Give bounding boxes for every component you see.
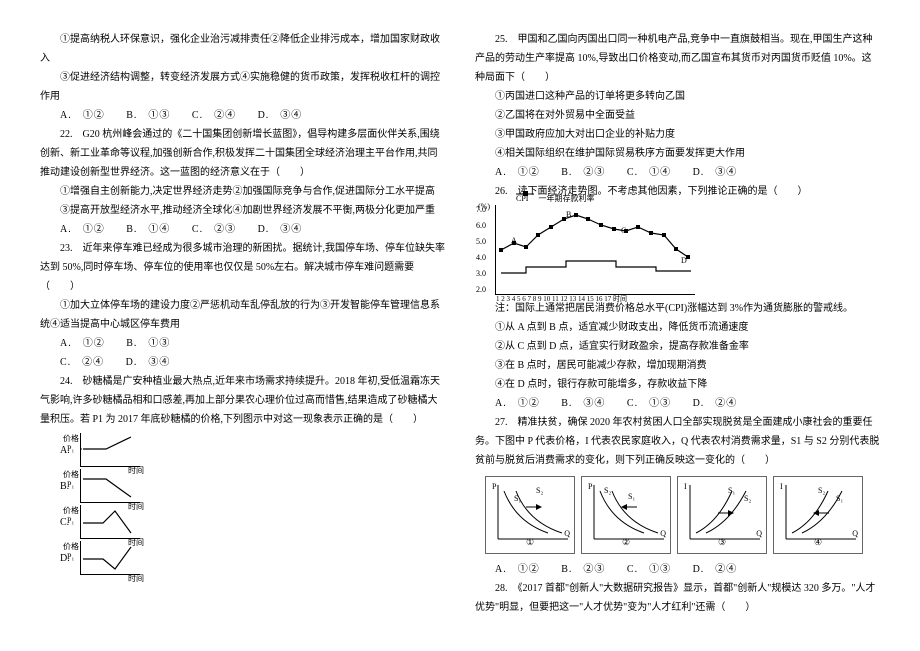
q23-options-row1: A. ①② B. ①③ xyxy=(40,334,445,353)
q27-options: A. ①② B. ②③ C. ①③ D. ②④ xyxy=(475,560,880,579)
q26-stem-2: ②从 C 点到 D 点，适宜实行财政盈余，提高存款准备金率 xyxy=(475,337,880,356)
curve-3: I Q S₁ S₂ ③ xyxy=(677,476,767,554)
q28: 28. 《2017 首都"创新人"大数据研究报告》显示，首都"创新人"规模达 3… xyxy=(475,579,880,617)
mini-chart-a: 价格 时间 P₁ xyxy=(80,433,140,467)
curve-2: P Q S₂ S₁ ② xyxy=(581,476,671,554)
q25-stem-4: ④相关国际组织在维护国际贸易秩序方面要发挥更大作用 xyxy=(475,144,880,163)
curve-4: I Q S₂ S₁ ④ xyxy=(773,476,863,554)
cpi-chart: (%) CPI 一年期存款利率 7.0 6.0 5.0 4.0 3.0 2.0 … xyxy=(495,205,695,295)
q25-stem-2: ②乙国将在对外贸易中全面受益 xyxy=(475,106,880,125)
q25-stem-1: ①丙国进口这种产品的订单将更多转向乙国 xyxy=(475,87,880,106)
mini-chart-c: 价格 时间 P₁ xyxy=(80,505,140,539)
q26-stem-1: ①从 A 点到 B 点，适宜减少财政支出，降低货币流通速度 xyxy=(475,318,880,337)
chart-b: B. 价格 时间 P₁ xyxy=(60,469,445,503)
q26-options: A. ①② B. ③④ C. ①③ D. ②④ xyxy=(475,394,880,413)
q25-stem-3: ③甲国政府应加大对出口企业的补贴力度 xyxy=(475,125,880,144)
curve-1: P Q S₂ S₁ ① xyxy=(485,476,575,554)
q25: 25. 甲国和乙国向丙国出口同一种机电产品,竞争中一直旗鼓相当。现在,甲国生产这… xyxy=(475,30,880,87)
q21-stem-2: ③促进经济结构调整，转变经济发展方式④实施稳健的货币政策，发挥税收杠杆的调控作用 xyxy=(40,68,445,106)
chart-d: D. 价格 时间 P₁ xyxy=(60,541,445,575)
cpi-legend: CPI 一年期存款利率 xyxy=(516,191,594,206)
q24-charts: A. 价格 时间 P₁ B. 价格 时间 P₁ C. xyxy=(60,433,445,575)
q23: 23. 近年来停车难已经成为很多城市治理的新困扰。据统计,我国停车场、停车位缺失… xyxy=(40,239,445,296)
q21-stem-1: ①提高纳税人环保意识，强化企业治污减排责任②降低企业排污成本，增加国家财政收入 xyxy=(40,30,445,68)
right-column: 25. 甲国和乙国向丙国出口同一种机电产品,竞争中一直旗鼓相当。现在,甲国生产这… xyxy=(475,30,880,617)
chart-a: A. 价格 时间 P₁ xyxy=(60,433,445,467)
q24: 24. 砂糖橘是广安种植业最大热点,近年来市场需求持续提升。2018 年初,受低… xyxy=(40,372,445,429)
mini-chart-d: 价格 时间 P₁ xyxy=(80,541,140,575)
q27-curves: P Q S₂ S₁ ① P Q S₂ S₁ ② I Q S₁ S₂ xyxy=(485,476,880,554)
q23-stems: ①加大立体停车场的建设力度②严惩机动车乱停乱放的行为③开发智能停车管理信息系统④… xyxy=(40,296,445,334)
left-column: ①提高纳税人环保意识，强化企业治污减排责任②降低企业排污成本，增加国家财政收入 … xyxy=(40,30,445,617)
q22-options: A. ①② B. ①④ C. ②③ D. ③④ xyxy=(40,220,445,239)
q23-options-row2: C. ②④ D. ③④ xyxy=(40,353,445,372)
q22-stem-2: ③提高开放型经济水平,推动经济全球化④加剧世界经济发展不平衡,两极分化更加严重 xyxy=(40,201,445,220)
q21-options: A. ①② B. ①③ C. ②④ D. ③④ xyxy=(40,106,445,125)
q22: 22. G20 杭州峰会通过的《二十国集团创新增长蓝图》，倡导构建多层面伙伴关系… xyxy=(40,125,445,182)
q27: 27. 精准扶贫，确保 2020 年农村贫困人口全部实现脱贫是全面建成小康社会的… xyxy=(475,413,880,470)
q22-stem-1: ①增强自主创新能力,决定世界经济走势②加强国际竞争与合作,促进国际分工水平提高 xyxy=(40,182,445,201)
mini-chart-b: 价格 时间 P₁ xyxy=(80,469,140,503)
q26-stem-4: ④在 D 点时，银行存款可能增多，存款收益下降 xyxy=(475,375,880,394)
q26-stem-3: ③在 B 点时，居民可能减少存款，增加现期消费 xyxy=(475,356,880,375)
chart-c: C. 价格 时间 P₁ xyxy=(60,505,445,539)
q25-options: A. ①② B. ②③ C. ①④ D. ③④ xyxy=(475,163,880,182)
